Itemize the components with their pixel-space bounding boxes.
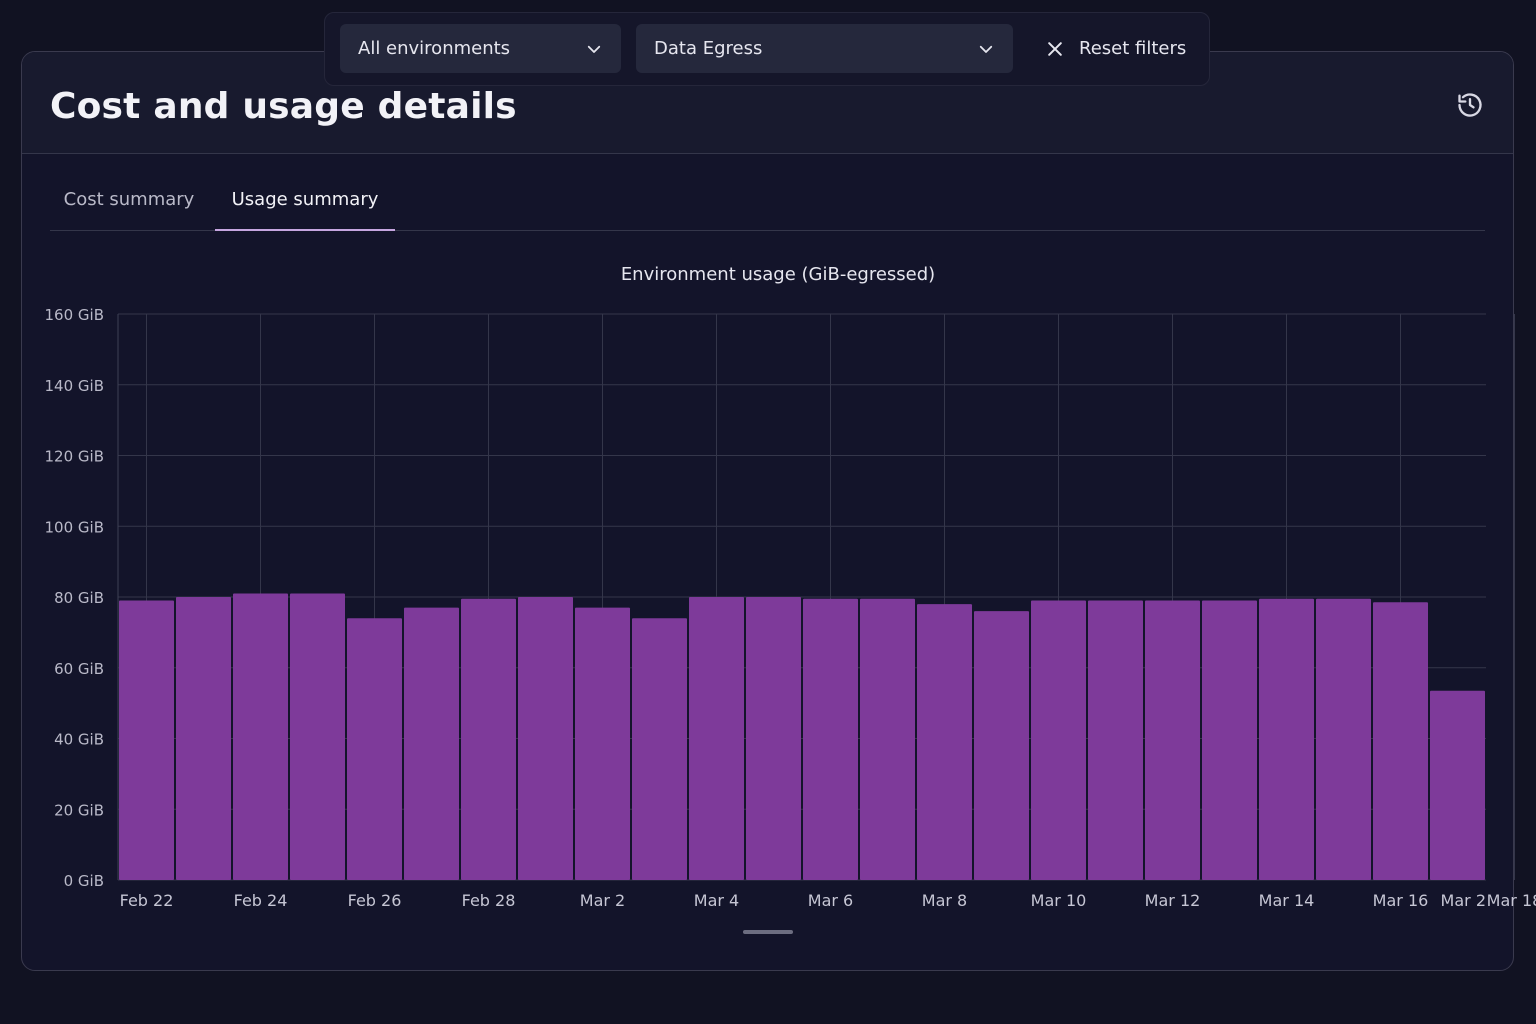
close-icon bbox=[1048, 41, 1062, 56]
reset-filters-button[interactable]: Reset filters bbox=[1045, 24, 1186, 73]
usage-card: Cost and usage details Cost summary Usag… bbox=[21, 51, 1514, 971]
tab-usage-summary[interactable]: Usage summary bbox=[215, 170, 395, 231]
chevron-down-icon bbox=[979, 45, 993, 53]
tab-cost-summary[interactable]: Cost summary bbox=[63, 189, 195, 210]
environment-select[interactable]: All environments bbox=[340, 24, 621, 73]
chevron-down-icon bbox=[587, 45, 601, 53]
chart-scroll-handle[interactable] bbox=[743, 930, 793, 934]
history-button[interactable] bbox=[1455, 90, 1485, 120]
filter-bar: All environments Data Egress Reset filte… bbox=[324, 12, 1210, 86]
metric-select-value: Data Egress bbox=[654, 38, 763, 59]
tab-bar: Cost summary Usage summary bbox=[50, 170, 1485, 231]
history-icon bbox=[1458, 93, 1482, 117]
metric-select[interactable]: Data Egress bbox=[636, 24, 1013, 73]
reset-filters-label: Reset filters bbox=[1079, 38, 1187, 59]
page-title: Cost and usage details bbox=[50, 86, 517, 127]
environment-select-value: All environments bbox=[358, 38, 511, 59]
